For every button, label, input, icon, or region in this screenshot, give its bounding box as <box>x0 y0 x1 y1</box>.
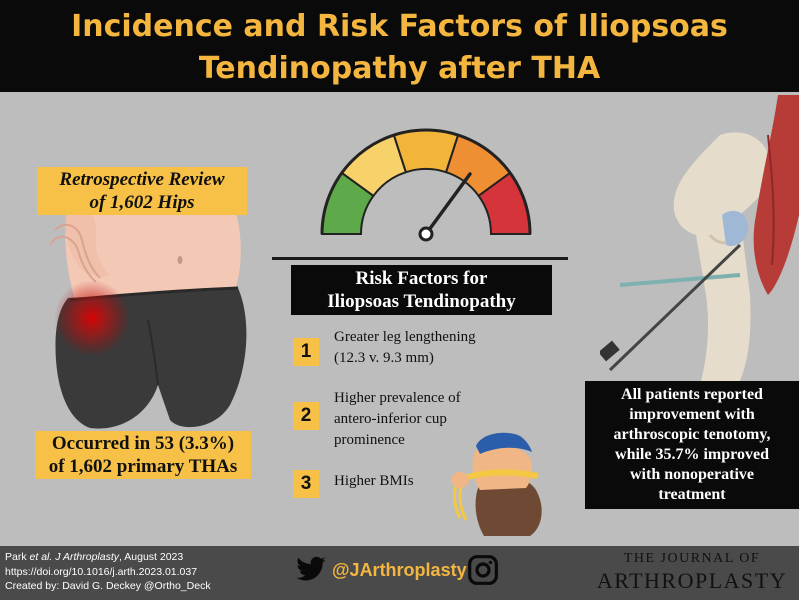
incidence-line-2: of 1,602 primary THAs <box>48 456 238 477</box>
retrospective-review-label: Retrospective Review of 1,602 Hips <box>37 167 247 215</box>
citation-line: Park et al. J Arthroplasty, August 2023 <box>5 550 211 565</box>
citation-author: Park <box>5 551 30 563</box>
retrospective-line-2: of 1,602 Hips <box>89 192 195 213</box>
risk-gauge-icon <box>320 128 532 242</box>
retrospective-line-1: Retrospective Review <box>59 169 225 190</box>
doi-link[interactable]: https://doi.org/10.1016/j.arth.2023.01.0… <box>5 565 198 578</box>
divider-line <box>272 257 568 260</box>
bmi-measuring-illustration <box>451 432 542 536</box>
instagram-icon[interactable] <box>467 554 499 586</box>
page-title: Incidence and Risk Factors of Iliopsoas … <box>0 6 799 90</box>
journal-logo-line-2: ARTHROPLASTY <box>596 568 788 593</box>
incidence-line-1: Occurred in 53 (3.3%) <box>51 433 235 454</box>
risk-factor-number: 1 <box>293 338 319 366</box>
risk-factor-line: Greater leg lengthening <box>334 329 476 345</box>
risk-factor-line: antero-inferior cup <box>334 411 447 427</box>
title-banner <box>0 0 799 92</box>
risk-factors-heading: Risk Factors for Iliopsoas Tendinopathy <box>291 265 552 315</box>
title-line-2: Tendinopathy after THA <box>198 51 601 86</box>
risk-factor-line: prominence <box>334 432 405 448</box>
outcome-line: improvement with <box>629 406 755 423</box>
citation-journal: et al. J Arthroplasty <box>29 551 119 563</box>
hip-anatomy-illustration <box>600 95 799 385</box>
outcome-line: All patients reported <box>621 386 763 403</box>
citation-date: , August 2023 <box>119 551 184 563</box>
outcome-summary: All patients reported improvement with a… <box>585 381 799 509</box>
risk-factor-item: Higher BMIs <box>334 471 414 492</box>
created-by: Created by: David G. Deckey @Ortho_Deck <box>5 580 211 592</box>
outcome-line: treatment <box>658 486 726 503</box>
outcome-line: arthroscopic tenotomy, <box>613 426 771 443</box>
title-line-1: Incidence and Risk Factors of Iliopsoas <box>71 9 728 44</box>
risk-factor-line: Higher BMIs <box>334 473 414 489</box>
risk-factors-heading-line-2: Iliopsoas Tendinopathy <box>327 291 516 312</box>
outcome-line: while 35.7% improved <box>615 446 769 463</box>
risk-factor-line: Higher prevalence of <box>334 390 461 406</box>
risk-factor-number: 2 <box>293 402 319 430</box>
journal-handle[interactable]: @JArthroplasty <box>332 560 467 580</box>
journal-logo-line-1: THE JOURNAL OF <box>623 551 761 566</box>
risk-factors-heading-line-1: Risk Factors for <box>355 268 488 289</box>
risk-factor-number: 3 <box>293 470 319 498</box>
outcome-line: with nonoperative <box>630 466 754 483</box>
hip-pain-illustration <box>49 182 247 429</box>
citation: Park et al. J Arthroplasty, August 2023 … <box>5 550 211 594</box>
risk-factor-item: Higher prevalence of antero-inferior cup… <box>334 388 461 451</box>
twitter-icon[interactable] <box>295 553 327 585</box>
risk-factor-line: (12.3 v. 9.3 mm) <box>334 350 434 366</box>
incidence-label: Occurred in 53 (3.3%) of 1,602 primary T… <box>35 431 251 479</box>
footer-bar <box>0 546 799 600</box>
risk-factor-item: Greater leg lengthening (12.3 v. 9.3 mm) <box>334 327 476 369</box>
